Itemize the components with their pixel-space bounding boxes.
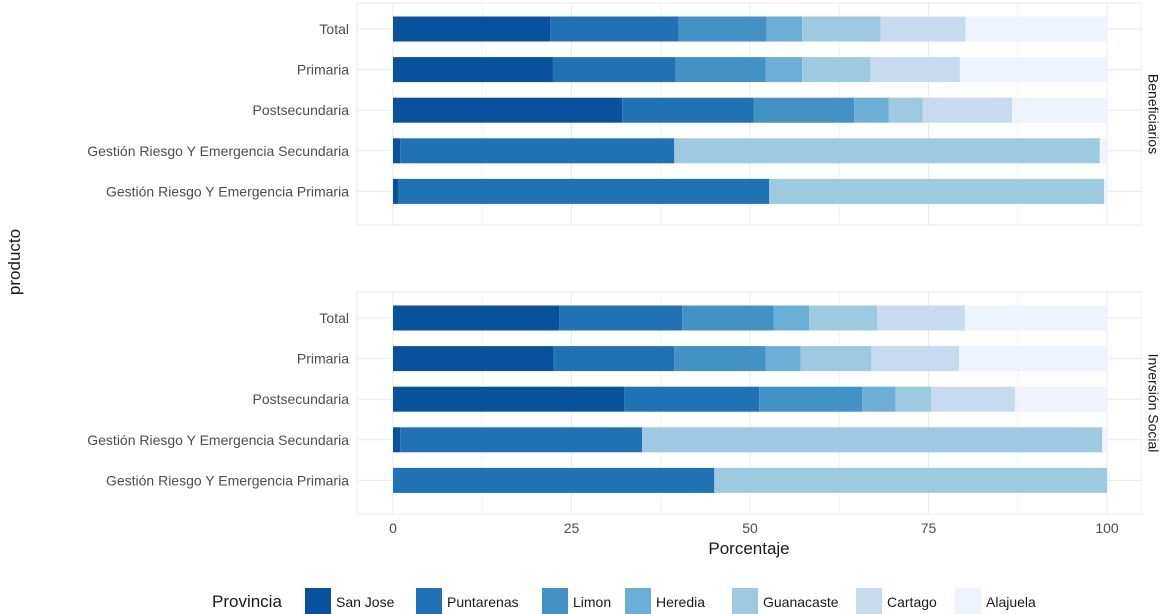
bar-segment-san-jose — [393, 346, 554, 372]
legend-swatch-alajuela — [955, 588, 981, 614]
legend-swatch-san-jose — [305, 588, 331, 614]
bar-segment-san-jose — [393, 305, 560, 331]
bar-segment-cartago — [880, 16, 966, 42]
bar-segment-cartago — [931, 386, 1015, 412]
legend-swatch-heredia — [625, 588, 651, 614]
category-label: Total — [319, 310, 349, 326]
bar-segment-puntarenas — [398, 178, 770, 204]
bar-segment-guanacaste — [802, 16, 881, 42]
category-label: Total — [319, 21, 349, 37]
bar-segment-alajuela — [1102, 427, 1107, 453]
legend-label: Puntarenas — [447, 594, 519, 610]
facet-strip — [1142, 292, 1165, 514]
bar-segment-guanacaste — [809, 305, 878, 331]
legend-swatch-limon — [542, 588, 568, 614]
bar-segment-cartago — [877, 305, 965, 331]
panel-beneficiarios: Total Primaria Postsecundaria Gestión Riesg… — [87, 2, 1165, 226]
category-label: Gestión Riesgo Y Emergencia Primaria — [106, 472, 349, 488]
legend-title: Provincia — [212, 592, 282, 611]
bar-segment-guanacaste — [800, 346, 872, 372]
bar-segment-alajuela — [965, 16, 1107, 42]
bar-segment-guanacaste — [895, 386, 932, 412]
bar-segment-alajuela — [1012, 97, 1107, 123]
bar-segment-san-jose — [393, 16, 551, 42]
bar-segment-heredia — [765, 57, 803, 83]
bar-segment-puntarenas — [559, 305, 683, 331]
bar-segment-heredia — [765, 346, 801, 372]
bar-segment-cartago — [871, 346, 960, 372]
bar-segment-alajuela — [1014, 386, 1107, 412]
bar-segment-puntarenas — [550, 16, 679, 42]
x-tick-label: 50 — [742, 520, 758, 536]
bar-segment-limon — [682, 305, 774, 331]
bar-segment-limon — [674, 346, 766, 372]
x-tick-label: 25 — [564, 520, 580, 536]
bar-segment-limon — [678, 16, 767, 42]
x-axis-title: Porcentaje — [708, 539, 789, 558]
bar-segment-alajuela — [959, 346, 1107, 372]
bar-segment-guanacaste — [888, 97, 923, 123]
panels-layer: Total Primaria Postsecundaria Gestión Riesg… — [87, 2, 1165, 515]
bar-segment-limon — [759, 386, 863, 412]
bar-segment-puntarenas — [400, 427, 643, 453]
bar-segment-san-jose — [393, 178, 399, 204]
bar-segment-san-jose — [393, 97, 623, 123]
legend-swatch-guanacaste — [732, 588, 758, 614]
category-label: Primaria — [297, 351, 349, 367]
bar-segment-cartago — [922, 97, 1013, 123]
legend-label: Heredia — [656, 594, 705, 610]
bar-segment-puntarenas — [393, 467, 715, 493]
category-label: Postsecundaria — [252, 391, 349, 407]
legend-label: Alajuela — [986, 594, 1036, 610]
x-tick-label: 75 — [921, 520, 937, 536]
bar-segment-guanacaste — [674, 138, 1100, 164]
category-label: Postsecundaria — [252, 102, 349, 118]
bar-segment-puntarenas — [624, 386, 760, 412]
bar-segment-puntarenas — [622, 97, 754, 123]
bar-segment-san-jose — [393, 386, 625, 412]
legend-label: San Jose — [336, 594, 395, 610]
category-label: Gestión Riesgo Y Emergencia Secundaria — [87, 432, 349, 448]
bar-segment-alajuela — [1099, 138, 1107, 164]
facet-label: Inversión Social — [1146, 354, 1162, 453]
bar-segment-limon — [675, 57, 766, 83]
x-tick-label: 100 — [1095, 520, 1119, 536]
legend-label: Cartago — [887, 594, 937, 610]
legend-swatch-cartago — [856, 588, 882, 614]
bar-segment-limon — [753, 97, 855, 123]
category-label: Gestión Riesgo Y Emergencia Primaria — [106, 183, 349, 199]
bar-segment-guanacaste — [714, 467, 1107, 493]
legend-label: Limon — [573, 594, 611, 610]
bar-segment-guanacaste — [769, 178, 1105, 204]
x-axis: 0 25 50 75 100 — [389, 520, 1119, 536]
category-label: Gestión Riesgo Y Emergencia Secundaria — [87, 143, 349, 159]
bar-segment-guanacaste — [642, 427, 1103, 453]
bar-segment-san-jose — [393, 427, 401, 453]
bar-segment-puntarenas — [400, 138, 675, 164]
bar-segment-alajuela — [959, 57, 1107, 83]
bar-segment-san-jose — [393, 57, 553, 83]
bar-segment-alajuela — [964, 305, 1107, 331]
legend: Provincia San Jose Puntarenas Limon Heredia… — [212, 588, 1036, 614]
bar-segment-puntarenas — [552, 57, 676, 83]
legend-swatch-puntarenas — [416, 588, 442, 614]
facet-strip — [1142, 3, 1165, 225]
bar-segment-heredia — [773, 305, 810, 331]
bar-segment-heredia — [862, 386, 896, 412]
bar-segment-guanacaste — [802, 57, 871, 83]
bar-segment-puntarenas — [553, 346, 675, 372]
bar-segment-heredia — [766, 16, 803, 42]
x-tick-label: 0 — [389, 520, 397, 536]
bar-segment-alajuela — [1104, 178, 1107, 204]
bar-segment-cartago — [870, 57, 960, 83]
category-label: Primaria — [297, 62, 349, 78]
y-axis-title: producto — [5, 229, 24, 295]
panel-inversion-social: Total Primaria Postsecundaria Gestión Riesg… — [87, 291, 1165, 515]
legend-label: Guanacaste — [763, 594, 839, 610]
facet-label: Beneficiarios — [1146, 74, 1162, 154]
bar-segment-heredia — [854, 97, 889, 123]
bar-segment-san-jose — [393, 138, 401, 164]
